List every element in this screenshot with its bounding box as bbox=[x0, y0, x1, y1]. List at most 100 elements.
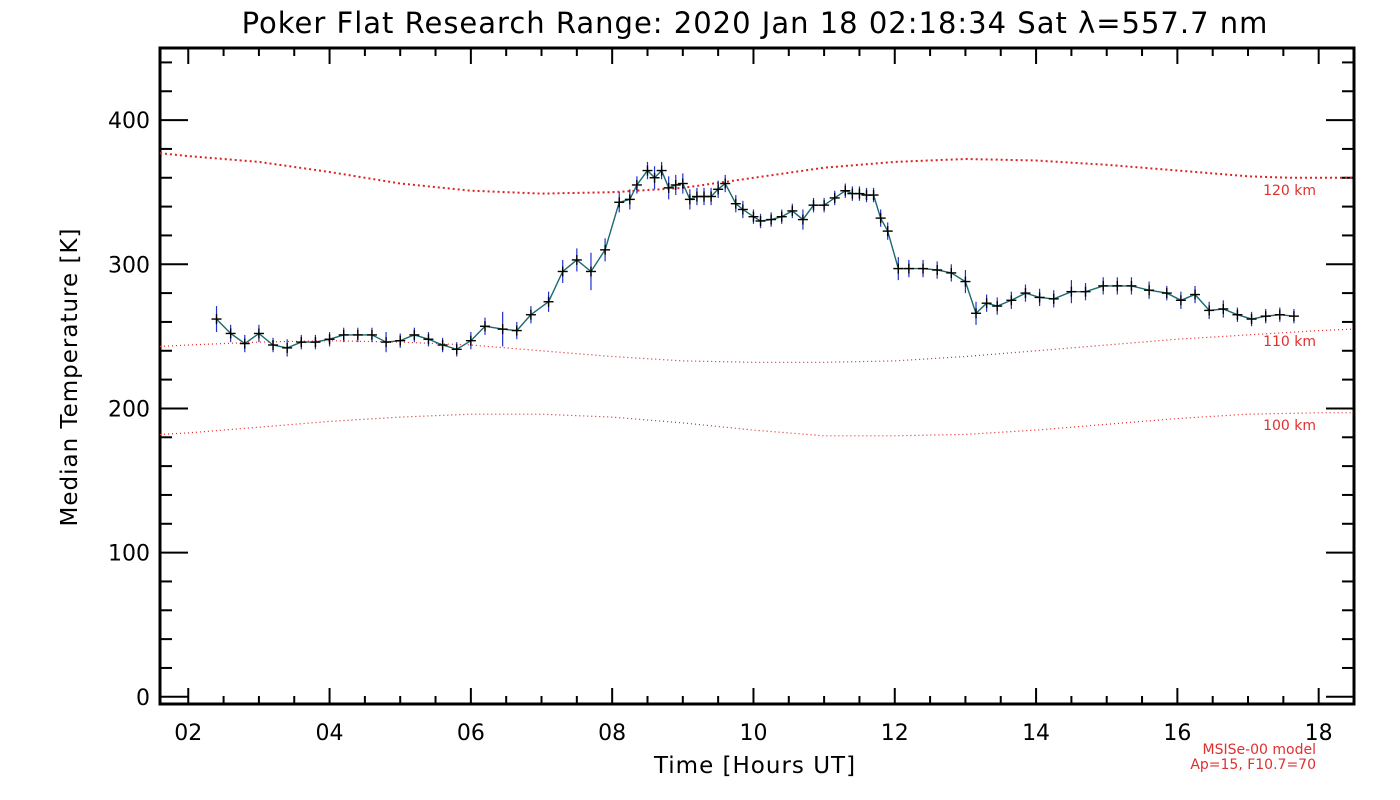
data-point bbox=[366, 329, 377, 340]
model-label-120-km: 120 km bbox=[1263, 183, 1316, 199]
data-point bbox=[585, 266, 596, 277]
data-point bbox=[677, 178, 688, 189]
data-point bbox=[903, 263, 914, 274]
x-tick-label: 02 bbox=[174, 721, 202, 746]
data-point bbox=[946, 267, 957, 278]
model-curves: 120 km 110 km 100 km bbox=[159, 152, 1355, 437]
data-point bbox=[282, 342, 293, 353]
data-point bbox=[1144, 285, 1155, 296]
model-label-100-km: 100 km bbox=[1263, 418, 1316, 434]
x-tick-label: 14 bbox=[1022, 721, 1050, 746]
data-point bbox=[465, 335, 476, 346]
data-point bbox=[296, 337, 307, 348]
data-point bbox=[338, 329, 349, 340]
model-curve-100-km bbox=[159, 412, 1354, 437]
model-note-line-2: Ap=15, F10.7=70 bbox=[1190, 757, 1316, 773]
y-tick-label: 400 bbox=[108, 109, 150, 134]
data-point bbox=[808, 200, 819, 211]
data-point bbox=[1020, 288, 1031, 299]
data-point bbox=[1232, 309, 1243, 320]
data-point bbox=[211, 314, 222, 325]
data-point bbox=[225, 328, 236, 339]
y-tick-label: 300 bbox=[108, 253, 150, 278]
data-point bbox=[893, 263, 904, 274]
data-point bbox=[451, 344, 462, 355]
data-point bbox=[1204, 305, 1215, 316]
data-markers bbox=[211, 165, 1299, 355]
data-point bbox=[268, 340, 279, 351]
data-point bbox=[409, 329, 420, 340]
x-tick-label: 12 bbox=[881, 721, 909, 746]
data-point bbox=[882, 226, 893, 237]
data-point bbox=[1260, 311, 1271, 322]
data-point bbox=[960, 276, 971, 287]
data-point bbox=[776, 211, 787, 222]
series-line bbox=[216, 169, 1294, 351]
data-point bbox=[875, 213, 886, 224]
data-point bbox=[614, 197, 625, 208]
data-point bbox=[1246, 314, 1257, 325]
data-point bbox=[706, 191, 717, 202]
x-tick-label: 10 bbox=[739, 721, 767, 746]
y-tick-label: 0 bbox=[136, 686, 150, 711]
x-tick-label: 18 bbox=[1305, 721, 1333, 746]
data-point bbox=[324, 334, 335, 345]
data-point bbox=[395, 335, 406, 346]
x-tick-label: 16 bbox=[1163, 721, 1191, 746]
x-tick-label: 06 bbox=[457, 721, 485, 746]
data-point bbox=[748, 211, 759, 222]
model-curve-110-km bbox=[159, 328, 1355, 363]
data-point bbox=[797, 214, 808, 225]
data-point bbox=[423, 334, 434, 345]
data-point bbox=[437, 340, 448, 351]
data-point bbox=[1080, 286, 1091, 297]
data-point bbox=[1126, 280, 1137, 291]
model-label-110-km: 110 km bbox=[1263, 334, 1316, 350]
data-point bbox=[1048, 293, 1059, 304]
data-point bbox=[720, 178, 731, 189]
data-point bbox=[1098, 280, 1109, 291]
data-point bbox=[1288, 311, 1299, 322]
data-point bbox=[525, 309, 536, 320]
data-point bbox=[1218, 303, 1229, 314]
data-point bbox=[642, 165, 653, 176]
data-point bbox=[310, 337, 321, 348]
data-point bbox=[381, 337, 392, 348]
x-axis: 02 04 06 08 10 12 14 16 18 bbox=[174, 48, 1333, 746]
model-curve-120-km bbox=[159, 152, 1354, 195]
data-point bbox=[670, 179, 681, 190]
data-point bbox=[932, 265, 943, 276]
data-point bbox=[656, 165, 667, 176]
data-point bbox=[766, 214, 777, 225]
data-point bbox=[1006, 295, 1017, 306]
data-point bbox=[649, 172, 660, 183]
y-axis: 0 100 200 300 400 bbox=[108, 61, 1354, 711]
x-tick-label: 04 bbox=[316, 721, 344, 746]
data-point bbox=[511, 325, 522, 336]
error-bars bbox=[215, 161, 1295, 357]
data-point bbox=[684, 194, 695, 205]
data-point bbox=[479, 321, 490, 332]
y-tick-label: 200 bbox=[108, 397, 150, 422]
y-axis-label: Median Temperature [K] bbox=[57, 228, 83, 527]
data-point bbox=[992, 301, 1003, 312]
plot-frame bbox=[158, 46, 1356, 706]
data-point bbox=[352, 329, 363, 340]
data-point bbox=[1066, 286, 1077, 297]
data-point bbox=[868, 190, 879, 201]
plot-border bbox=[158, 46, 1356, 706]
y-tick-label: 100 bbox=[108, 542, 150, 567]
temperature-series bbox=[216, 169, 1294, 351]
data-point bbox=[819, 200, 830, 211]
data-point bbox=[1175, 295, 1186, 306]
data-point bbox=[918, 263, 929, 274]
data-point bbox=[755, 216, 766, 227]
data-point bbox=[981, 298, 992, 309]
data-point bbox=[543, 296, 554, 307]
data-point bbox=[557, 266, 568, 277]
data-point bbox=[829, 192, 840, 203]
data-point bbox=[1161, 288, 1172, 299]
data-point bbox=[787, 205, 798, 216]
x-axis-label: Time [Hours UT] bbox=[653, 753, 856, 779]
